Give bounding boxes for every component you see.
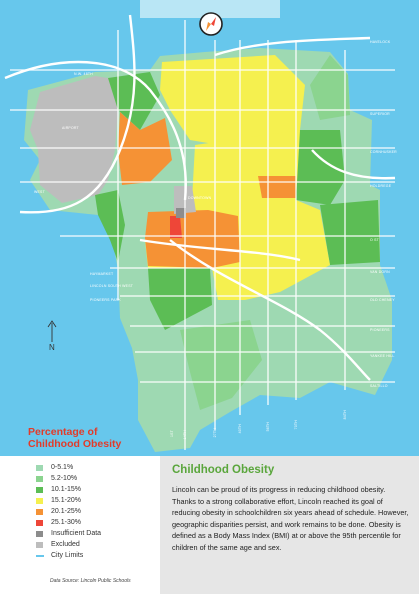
obesity-map: N.W. 48TH HAVELOCK SUPERIOR CORNHUSKER H… [0, 0, 419, 456]
street-label-old-cheney: OLD CHENEY [370, 298, 395, 302]
legend-list: 0-5.1% 5.2-10% 10.1-15% 15.1-20% 20.1-25% 25.… [36, 462, 101, 561]
legend-item: 0-5.1% [36, 462, 101, 473]
zone-high-green-south [148, 268, 212, 330]
legend-label: Insufficient Data [51, 530, 102, 537]
info-panel: Childhood Obesity Lincoln can be proud o… [160, 456, 419, 594]
street-label-havelock: HAVELOCK [370, 40, 391, 44]
legend-swatch [36, 486, 43, 493]
legend-label: 20.1-25% [51, 508, 81, 515]
legend-swatch [36, 464, 43, 471]
airport-excluded [30, 76, 118, 203]
zone-high-green-east [292, 130, 345, 205]
data-source: Data Source: Lincoln Public Schools [50, 578, 131, 584]
north-arrow [47, 320, 57, 342]
legend: Percentage of Childhood Obesity 0-5.1% 5.… [28, 426, 168, 559]
legend-item: 10.1-15% [36, 484, 101, 495]
street-label-downtown: DOWNTOWN [188, 196, 212, 200]
street-label-56th: 56TH [266, 422, 270, 432]
zone-insufficient-data [176, 208, 186, 218]
legend-label: Excluded [51, 541, 80, 548]
legend-item: 25.1-30% [36, 517, 101, 528]
legend-swatch [36, 508, 43, 515]
legend-label: 10.1-15% [51, 486, 81, 493]
street-label-superior: SUPERIOR [370, 112, 390, 116]
zone-yellow-north [160, 55, 305, 145]
street-label-14th: 14TH [183, 430, 187, 440]
street-label-airport: AIRPORT [62, 126, 79, 130]
street-label-holdrege: HOLDREGE [370, 184, 392, 188]
street-label-yankee-hill: YANKEE HILL [370, 354, 395, 358]
legend-swatch [36, 475, 43, 482]
street-label-pioneers: PIONEERS [370, 328, 390, 332]
zone-mid-green-1 [310, 55, 350, 120]
north-label: N [49, 343, 55, 352]
street-label-o-st: O ST [370, 238, 379, 242]
street-label-27th: 27TH [213, 428, 217, 438]
legend-item: 5.2-10% [36, 473, 101, 484]
legend-title: Percentage of Childhood Obesity [28, 426, 122, 450]
zone-high-green-east2 [320, 200, 380, 265]
street-label-cornhusker: CORNHUSKER [370, 150, 397, 154]
legend-label: 5.2-10% [51, 475, 78, 482]
street-label-70th: 70TH [294, 420, 298, 430]
zone-mid-green-2 [180, 320, 262, 410]
zone-red [170, 216, 182, 238]
legend-item: Insufficient Data [36, 528, 101, 539]
legend-label: 25.1-30% [51, 519, 81, 526]
street-label-40th: 40TH [238, 424, 242, 434]
info-body: Lincoln can be proud of its progress in … [172, 485, 409, 552]
legend-swatch [36, 530, 43, 537]
street-label-van-dorn: VAN DORN [370, 270, 390, 274]
info-title: Childhood Obesity [172, 464, 275, 476]
callout-haymarket: HAYMARKET [90, 272, 114, 276]
zone-orange-east [258, 176, 296, 198]
zone-orange-center [145, 210, 240, 268]
legend-label: 0-5.1% [51, 464, 74, 471]
street-grid [10, 20, 395, 450]
legend-label: 15.1-20% [51, 497, 81, 504]
legend-item: Excluded [36, 539, 101, 550]
street-label-nw48: N.W. 48TH [74, 72, 93, 76]
street-label-west: WEST [34, 190, 45, 194]
legend-swatch [36, 497, 43, 504]
callout-pioneers-park: PIONEERS PARK [90, 298, 121, 302]
street-label-saltillo: SALTILLO [370, 384, 388, 388]
compass-icon [199, 12, 223, 36]
legend-item: 15.1-20% [36, 495, 101, 506]
highways [4, 14, 396, 381]
map-canvas [4, 0, 396, 452]
street-label-84th: 84TH [343, 410, 347, 420]
legend-item: 20.1-25% [36, 506, 101, 517]
legend-swatch [36, 541, 43, 548]
legend-swatch [36, 554, 44, 557]
compass-header [140, 0, 280, 18]
callout-lincoln-sw: LINCOLN SOUTH WEST [90, 284, 134, 288]
legend-label: City Limits [51, 552, 84, 559]
legend-item: City Limits [36, 550, 101, 561]
legend-swatch [36, 519, 43, 526]
street-label-1st: 1ST [170, 430, 174, 438]
